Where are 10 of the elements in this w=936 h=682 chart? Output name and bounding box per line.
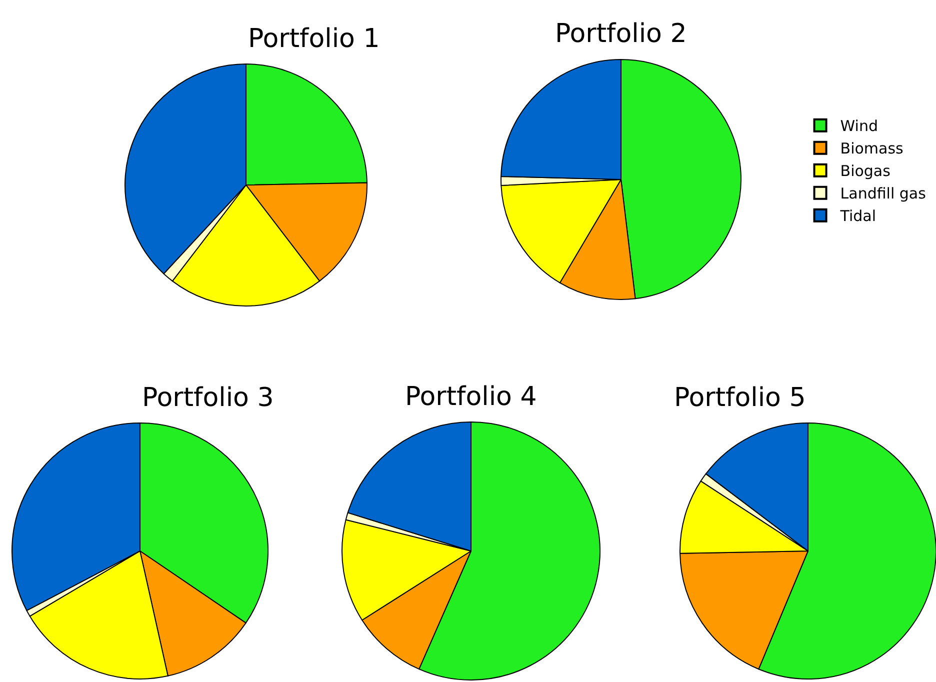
legend-label: Wind: [840, 117, 878, 136]
chart-title: Portfolio 1: [248, 24, 380, 54]
legend-label: Landfill gas: [840, 184, 926, 203]
chart-title: Portfolio 2: [555, 19, 687, 49]
legend-label: Biogas: [840, 162, 891, 180]
legend-label: Tidal: [839, 207, 876, 226]
chart-title: Portfolio 5: [674, 383, 806, 413]
chart-title: Portfolio 3: [142, 383, 274, 413]
chart-title: Portfolio 4: [405, 382, 537, 412]
legend-label: Biomass: [840, 140, 904, 158]
